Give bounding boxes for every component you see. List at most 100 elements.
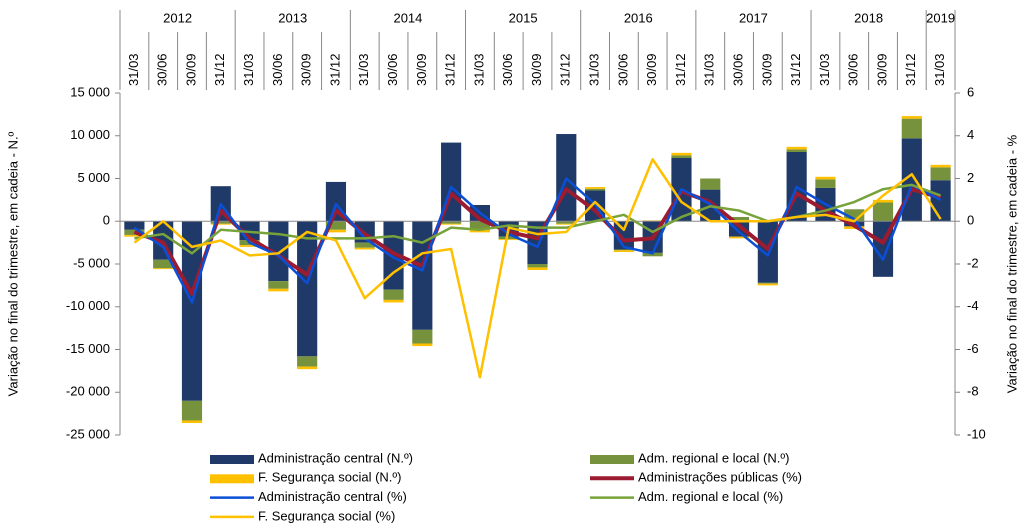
x-tick-label: 31/12 <box>558 53 573 86</box>
y2-tick-label: -8 <box>967 384 979 399</box>
line-series <box>133 158 942 379</box>
bar-segment <box>268 288 289 292</box>
bar-segment <box>728 221 750 237</box>
year-label: 2018 <box>854 10 883 25</box>
x-tick-label: 31/03 <box>587 53 602 86</box>
y-tick-label: 10 000 <box>70 127 110 142</box>
x-tick-label: 30/06 <box>385 53 400 86</box>
line-series <box>133 177 942 304</box>
bar-segment <box>700 178 721 190</box>
legend-swatch <box>590 455 634 464</box>
y2-tick-label: -10 <box>967 426 986 441</box>
line-series <box>134 183 942 255</box>
x-tick-label: 30/06 <box>730 53 745 86</box>
legend-label: Administração central (%) <box>258 489 407 504</box>
y-tick-label: -15 000 <box>66 341 110 356</box>
bar-segment <box>297 221 318 357</box>
bar-segment <box>153 268 174 270</box>
x-tick-label: 30/09 <box>299 53 314 86</box>
bar-segment <box>728 216 750 222</box>
y2-tick-label: 0 <box>967 213 974 228</box>
bar-segment <box>527 267 548 270</box>
bar-segment <box>268 221 289 282</box>
bar-segment <box>786 149 807 152</box>
y-tick-label: -20 000 <box>66 384 110 399</box>
bar-segment <box>412 221 433 330</box>
x-tick-label: 30/09 <box>759 53 774 86</box>
bar-segment <box>556 221 577 224</box>
bar-segment <box>354 247 375 250</box>
bar-segment <box>527 264 548 268</box>
bar-segment <box>412 343 433 347</box>
bar-segment <box>642 252 663 257</box>
y-tick-label: -25 000 <box>66 426 110 441</box>
x-tick-label: 31/03 <box>817 53 832 86</box>
bar-segment <box>498 239 519 241</box>
x-tick-label: 30/06 <box>500 53 515 86</box>
bar-segment <box>757 221 778 283</box>
legend-swatch <box>210 474 254 484</box>
bar-segment <box>901 116 922 119</box>
bar-segment <box>930 164 951 168</box>
line-series <box>133 187 942 296</box>
y2-tick-label: -6 <box>967 341 979 356</box>
legend-label: Administração central (N.º) <box>258 450 413 465</box>
bar-segment <box>613 221 634 250</box>
bar-segment <box>239 245 260 247</box>
bar-segment <box>786 146 807 150</box>
bar-segment <box>469 229 490 233</box>
legend-label: F. Segurança social (%) <box>258 508 395 523</box>
bar-segment <box>815 179 836 188</box>
legend-swatch <box>210 455 254 464</box>
x-tick-label: 30/09 <box>529 53 544 86</box>
y2-tick-label: -2 <box>967 255 979 270</box>
x-tick-label: 31/12 <box>327 53 342 86</box>
bar-segment <box>325 229 347 233</box>
bar-segment <box>613 250 634 253</box>
bar-segment <box>556 223 577 225</box>
y2-tick-label: 2 <box>967 170 974 185</box>
bar-segment <box>383 289 404 300</box>
x-tick-label: 31/03 <box>702 53 717 86</box>
year-label: 2014 <box>393 10 422 25</box>
bar-segment <box>383 299 404 303</box>
x-tick-label: 30/06 <box>615 53 630 86</box>
bar-segment <box>297 356 318 367</box>
bar-segment <box>585 187 606 189</box>
bar-segment <box>181 221 203 401</box>
bar-segment <box>728 236 750 239</box>
y-tick-label: 5 000 <box>77 170 110 185</box>
x-tick-label: 30/06 <box>270 53 285 86</box>
bar-segment <box>210 223 231 225</box>
y-axis-title: Variação no final do trimestre, em cadei… <box>5 131 20 396</box>
bar-segment <box>757 282 778 284</box>
bar-segment <box>585 188 606 191</box>
y-tick-label: 15 000 <box>70 84 110 99</box>
bar-segment <box>181 400 203 421</box>
y2-tick-label: 6 <box>967 84 974 99</box>
bar-segment <box>872 199 894 203</box>
y-tick-label: -10 000 <box>66 298 110 313</box>
y2-axis-title: Variação no final do trimestre, em cadei… <box>1004 134 1019 393</box>
bar-segment <box>671 155 692 158</box>
bar-segment <box>815 176 836 180</box>
x-tick-label: 30/09 <box>644 53 659 86</box>
bar-segment <box>153 259 174 269</box>
x-tick-label: 31/12 <box>673 53 688 86</box>
bar-segment <box>412 329 433 344</box>
bar-segment <box>124 234 145 237</box>
x-tick-label: 31/03 <box>932 53 947 86</box>
x-tick-label: 30/09 <box>183 53 198 86</box>
y2-tick-label: 4 <box>967 127 974 142</box>
x-tick-label: 31/03 <box>241 53 256 86</box>
bar-segment <box>124 221 145 230</box>
bar-segment <box>268 281 289 289</box>
x-tick-label: 31/12 <box>903 53 918 86</box>
bar-segment <box>498 236 519 240</box>
x-tick-label: 31/12 <box>443 53 458 86</box>
legend-label: Adm. regional e local (%) <box>638 489 783 504</box>
bar-segment <box>441 221 462 224</box>
bar-segment <box>613 249 634 251</box>
bar-segment <box>930 180 951 222</box>
year-label: 2019 <box>926 10 955 25</box>
